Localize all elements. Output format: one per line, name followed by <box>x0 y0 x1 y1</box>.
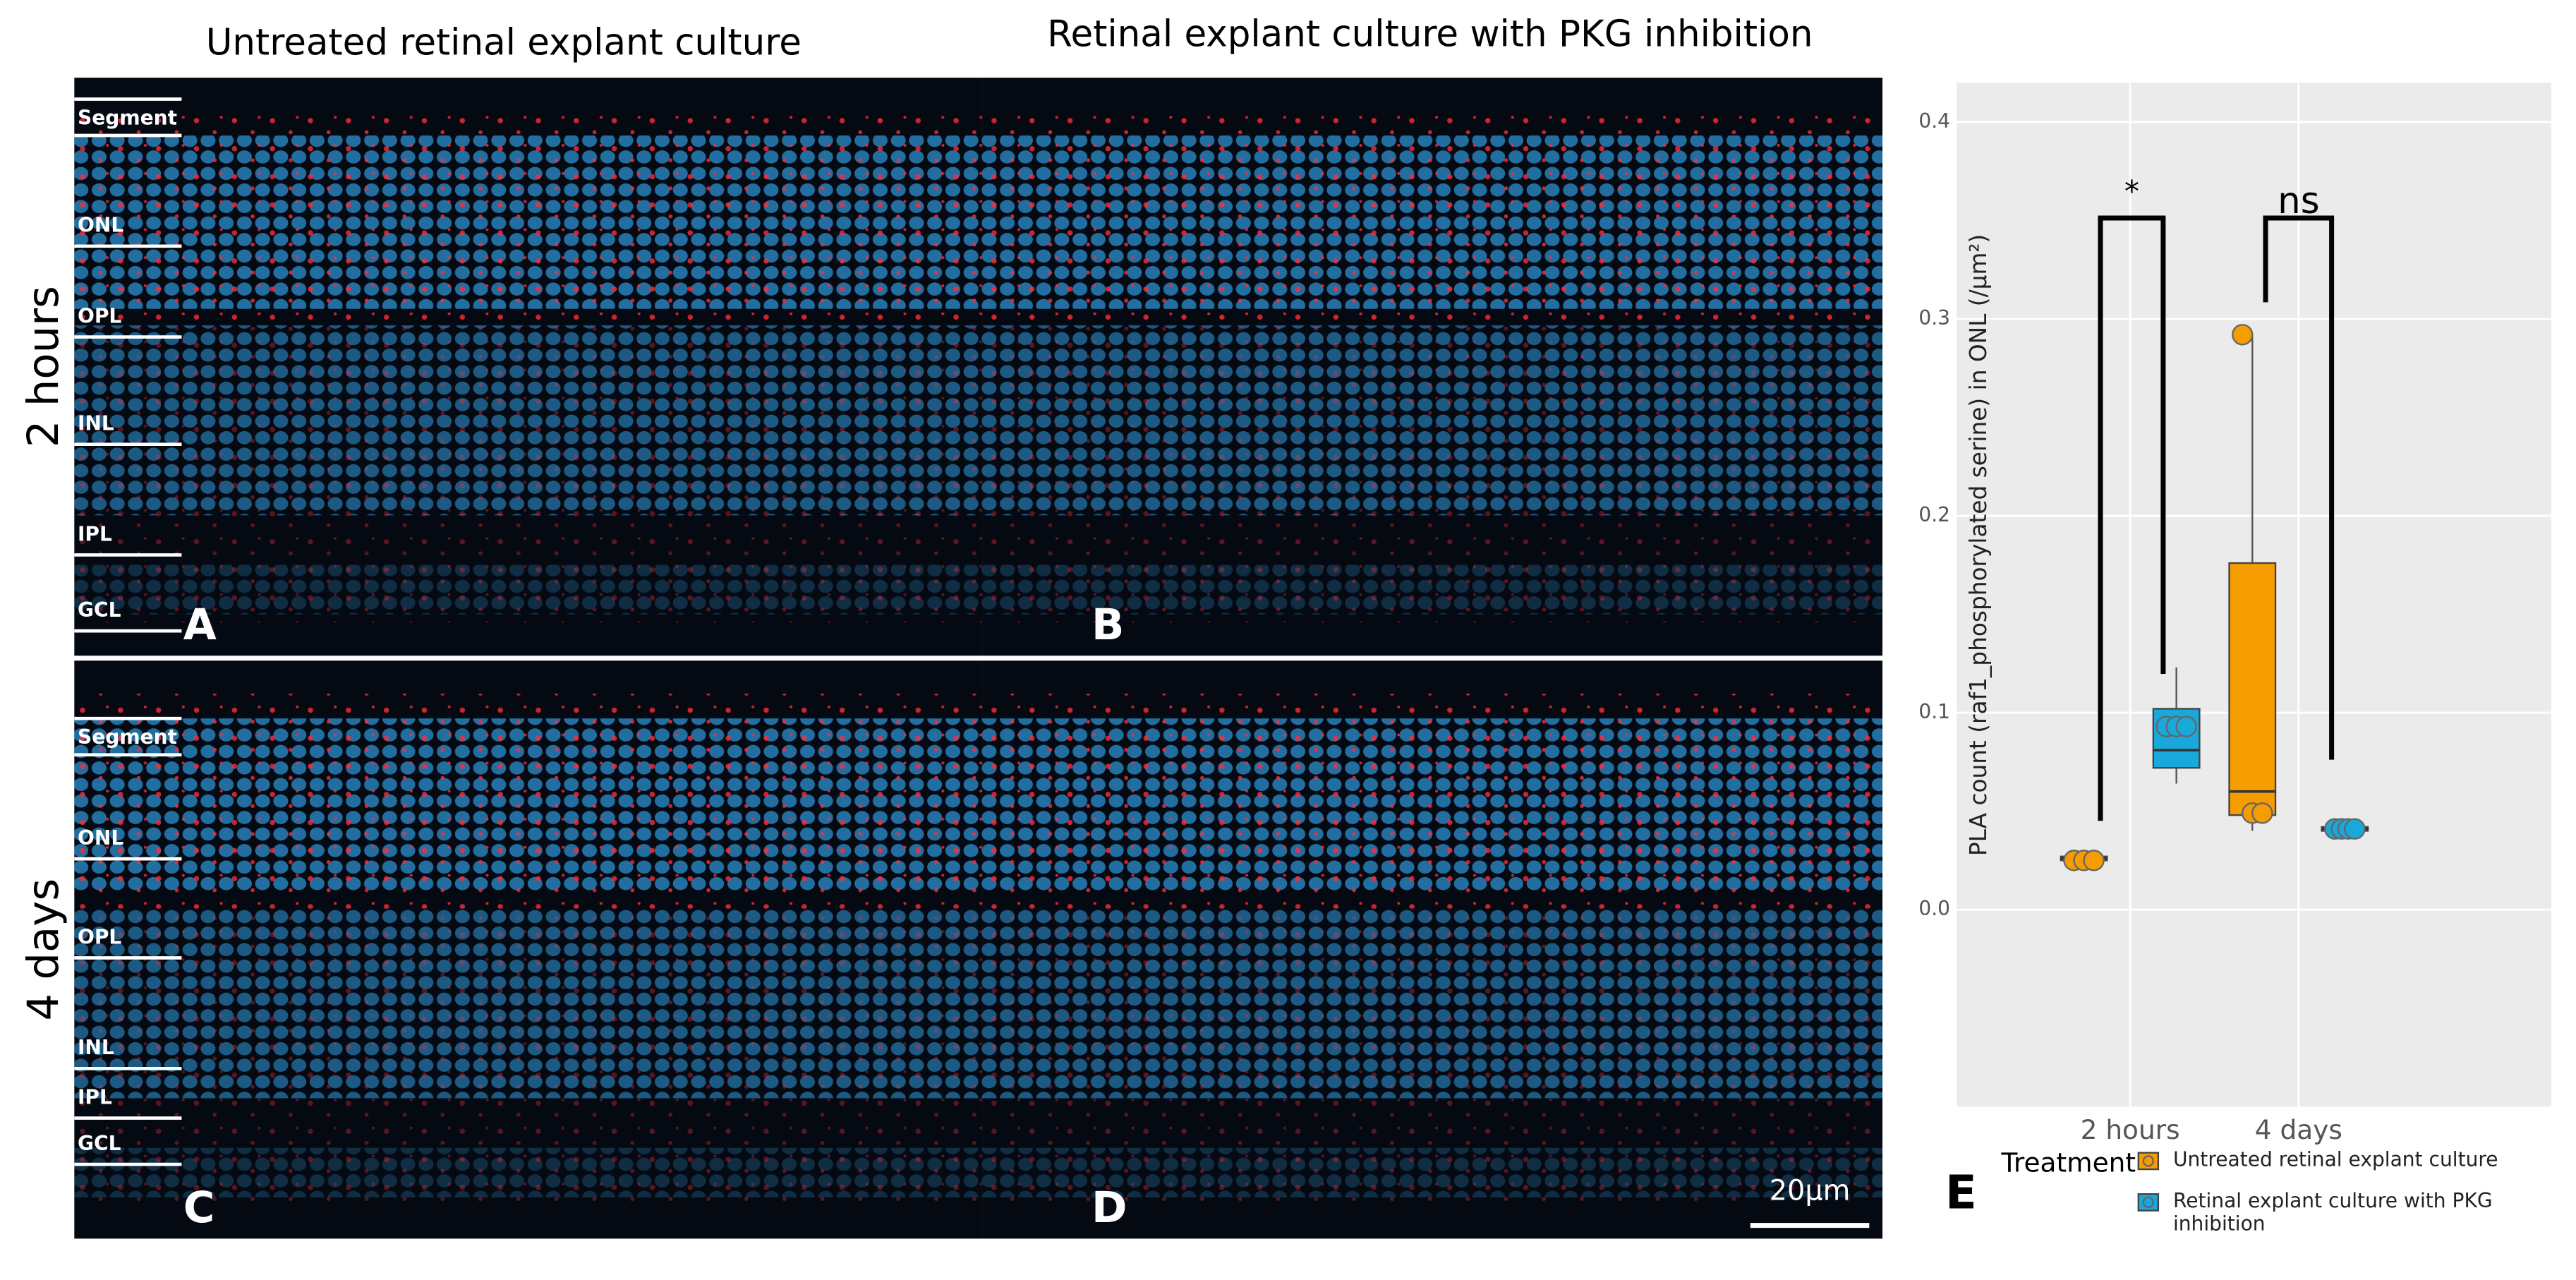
layer-label: ONL <box>78 826 123 850</box>
x-tick-label: 2 hours <box>2081 1114 2180 1145</box>
box <box>2228 562 2277 816</box>
point <box>2175 716 2197 737</box>
layer-label: OPL <box>78 304 121 327</box>
pla-signal <box>74 908 983 1206</box>
panel-letter: B <box>1092 600 1124 650</box>
point <box>2232 324 2254 346</box>
scale-label: 20µm <box>1770 1174 1851 1207</box>
legend-label: Retinal explant culture with PKG inhibit… <box>2172 1189 2493 1236</box>
pla-signal <box>982 325 1883 623</box>
y-tick-label: 0.3 <box>1918 306 1950 330</box>
significance-label: * <box>2124 174 2139 208</box>
legend-title: Treatment <box>2001 1147 2136 1178</box>
point <box>2344 818 2366 840</box>
significance-bracket <box>2263 215 2335 760</box>
layer-label: OPL <box>78 925 121 948</box>
layer-label: INL <box>78 1036 114 1059</box>
point <box>2251 802 2273 824</box>
pla-signal <box>982 110 1883 326</box>
panel-letter: E <box>1945 1166 1977 1220</box>
legend-label: Untreated retinal explant culture <box>2172 1147 2498 1171</box>
pla-signal <box>74 325 983 623</box>
layer-label: ONL <box>78 214 123 237</box>
row-label: 2 hours <box>19 286 68 447</box>
layer-label: INL <box>78 412 114 435</box>
pla-signal <box>74 110 983 326</box>
pla-signal <box>982 694 1883 909</box>
y-tick-label: 0.4 <box>1918 109 1950 133</box>
panel-letter: A <box>183 600 217 650</box>
layer-label: Segment <box>78 107 177 130</box>
col-title: Retinal explant culture with PKG inhibit… <box>1047 13 1813 56</box>
layer-label: IPL <box>78 522 112 545</box>
panel-letter: C <box>183 1183 215 1233</box>
y-axis-label: PLA count (raf1_phosphorylated serine) i… <box>1965 234 1992 856</box>
col-title: Untreated retinal explant culture <box>206 21 802 64</box>
layer-label: IPL <box>78 1085 112 1109</box>
legend-key-point <box>2142 1196 2155 1209</box>
pla-signal <box>982 908 1883 1206</box>
legend-key-point <box>2142 1155 2155 1167</box>
layer-label: Segment <box>78 725 177 749</box>
box-plot: 0.0 0.1 0.2 0.3 0.4 2 hours 4 days PLA count (r… <box>1918 83 2551 1236</box>
row-label: 4 days <box>19 879 68 1021</box>
point <box>2083 850 2105 871</box>
significance-bracket <box>2098 215 2166 821</box>
x-tick-label: 4 days <box>2255 1114 2342 1145</box>
significance-label: ns <box>2278 180 2319 222</box>
legend-item: Retinal explant culture with PKG inhibit… <box>2172 1189 2493 1236</box>
y-tick-label: 0.0 <box>1918 897 1950 920</box>
pla-signal <box>74 694 983 909</box>
layer-label: GCL <box>78 1132 121 1155</box>
layer-label: GCL <box>78 598 121 622</box>
y-tick-label: 0.1 <box>1918 700 1950 723</box>
micrographs: A B C D Segment ONL OPL INL IPL GCL Segment ONL OPL I… <box>74 78 1977 1239</box>
legend-item: Untreated retinal explant culture <box>2172 1147 2498 1171</box>
y-tick-label: 0.2 <box>1918 503 1950 526</box>
panel-letter: D <box>1092 1183 1127 1233</box>
